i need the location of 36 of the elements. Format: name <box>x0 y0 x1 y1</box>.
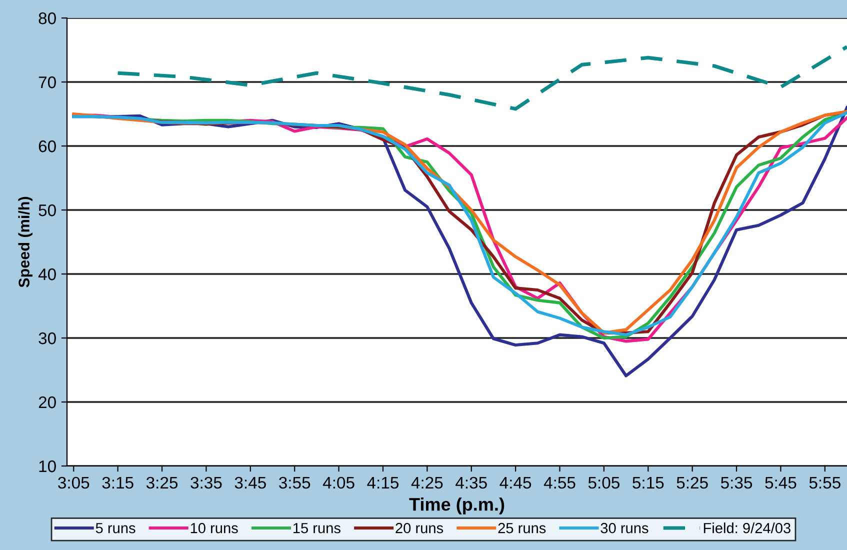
legend-label: 30 runs <box>600 522 648 534</box>
x-tick-label: 5:45 <box>765 477 796 489</box>
x-axis-title: Time (p.m.) <box>409 498 504 514</box>
y-tick-label: 20 <box>38 396 56 408</box>
y-tick-label: 60 <box>38 140 56 152</box>
x-tick-label: 4:55 <box>544 477 576 489</box>
x-tick-label: 4:25 <box>411 476 443 489</box>
x-tick-label: 4:35 <box>456 476 487 489</box>
y-axis-title: Speed (mi/h) <box>18 196 32 288</box>
y-tick-label: 10 <box>39 460 56 472</box>
x-tick-label: 5:05 <box>588 476 620 489</box>
legend-label: 5 runs <box>96 523 136 534</box>
y-tick-label: 70 <box>38 76 56 88</box>
x-tick-label: 3:35 <box>190 476 222 489</box>
y-tick-label: 30 <box>38 332 56 344</box>
y-tick-label: 80 <box>38 12 56 24</box>
legend-label: 15 runs <box>293 523 340 534</box>
x-tick-label: 3:55 <box>279 476 310 489</box>
y-tick-label: 50 <box>38 204 56 216</box>
x-tick-label: 5:55 <box>809 477 840 489</box>
x-tick-label: 4:05 <box>322 476 354 489</box>
y-tick-label: 40 <box>38 268 56 280</box>
line-series <box>116 44 847 111</box>
legend-label: 10 runs <box>190 522 238 534</box>
legend-label: Field: 9/24/03 <box>704 522 790 534</box>
x-tick-label: 3:05 <box>58 476 90 489</box>
x-tick-label: 4:45 <box>500 477 532 489</box>
x-tick-label: 3:25 <box>146 476 178 489</box>
x-tick-label: 3:15 <box>102 476 134 489</box>
x-tick-label: 4:15 <box>367 477 398 489</box>
x-tick-label: 5:25 <box>676 476 708 489</box>
x-tick-label: 5:35 <box>720 476 752 489</box>
x-tick-label: 5:15 <box>632 477 664 489</box>
legend-label: 20 runs <box>396 522 444 534</box>
x-tick-label: 3:45 <box>234 476 266 489</box>
legend-label: 25 runs <box>498 522 546 534</box>
